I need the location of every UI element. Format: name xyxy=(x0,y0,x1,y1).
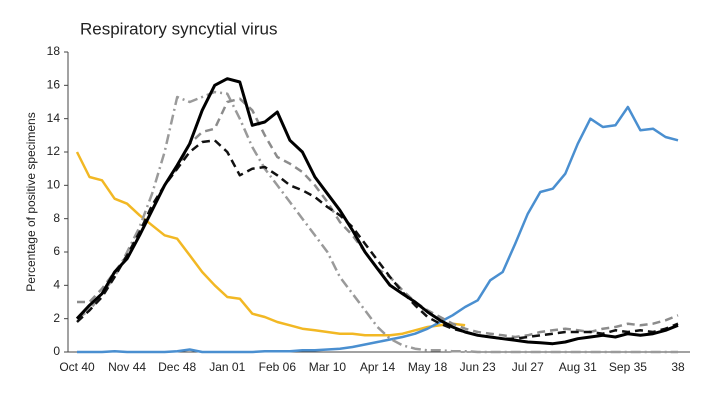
y-tick-label: 12 xyxy=(47,144,61,158)
series-line xyxy=(75,77,679,346)
x-tick-label: Sep 35 xyxy=(609,360,647,374)
series-line xyxy=(75,151,466,337)
x-tick-label: May 18 xyxy=(408,360,448,374)
x-tick-label: Jan 01 xyxy=(209,360,245,374)
chart-title: Respiratory syncytial virus xyxy=(80,19,277,38)
y-axis-label: Percentage of positive specimens xyxy=(24,112,38,291)
y-tick-label: 6 xyxy=(53,244,60,258)
y-tick-label: 2 xyxy=(53,311,60,325)
x-tick-label: Oct 40 xyxy=(59,360,95,374)
x-tick-label: Dec 48 xyxy=(158,360,196,374)
x-tick-label: Apr 14 xyxy=(360,360,396,374)
series-line xyxy=(76,139,679,340)
x-tick-label: Aug 31 xyxy=(559,360,597,374)
series-line xyxy=(76,90,678,354)
x-tick-label: Nov 44 xyxy=(108,360,146,374)
y-tick-label: 18 xyxy=(47,44,61,58)
x-tick-label: Jul 27 xyxy=(512,360,544,374)
x-tick-label: Jun 23 xyxy=(460,360,496,374)
x-tick-label: Mar 10 xyxy=(309,360,347,374)
series-line xyxy=(77,105,679,354)
y-tick-label: 4 xyxy=(53,278,60,292)
y-tick-label: 8 xyxy=(53,211,60,225)
y-tick-label: 16 xyxy=(47,78,61,92)
y-tick-label: 14 xyxy=(47,111,61,125)
x-tick-label: 38 xyxy=(671,360,685,374)
x-tick-label: Feb 06 xyxy=(259,360,297,374)
y-tick-label: 10 xyxy=(47,178,61,192)
y-tick-label: 0 xyxy=(53,344,60,358)
series-line xyxy=(77,97,679,339)
